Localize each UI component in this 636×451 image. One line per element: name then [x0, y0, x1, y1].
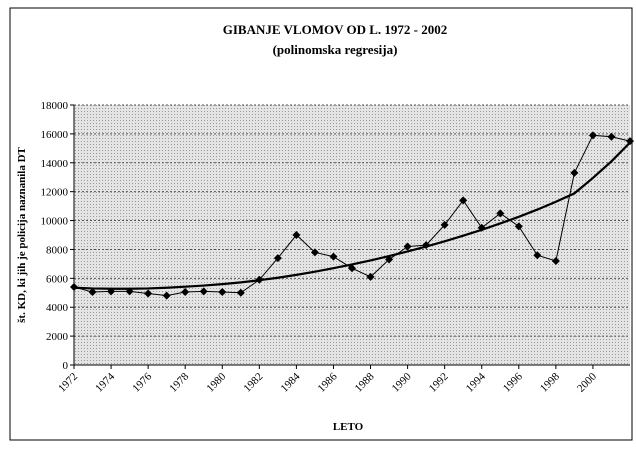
chart-title: GIBANJE VLOMOV OD L. 1972 - 2002	[223, 22, 448, 37]
marker	[181, 288, 190, 297]
marker	[533, 251, 542, 260]
y-tick-label: 8000	[46, 244, 69, 256]
y-tick-label: 14000	[41, 158, 69, 170]
x-axis-label: LETO	[333, 421, 364, 433]
marker	[551, 257, 560, 265]
marker	[273, 254, 282, 263]
marker	[236, 288, 245, 297]
marker	[366, 272, 375, 281]
y-tick-label: 0	[63, 360, 69, 372]
chart-subtitle: (polinomska regresija)	[273, 42, 398, 57]
marker	[588, 131, 597, 140]
y-tick-label: 2000	[46, 331, 69, 343]
marker	[218, 288, 227, 297]
marker	[514, 222, 523, 231]
marker	[144, 289, 153, 298]
marker	[329, 252, 338, 261]
marker	[403, 242, 412, 251]
marker	[162, 291, 171, 300]
marker	[310, 248, 319, 257]
marker	[440, 220, 449, 229]
marker	[348, 264, 356, 273]
marker	[385, 255, 394, 264]
y-tick-label: 18000	[41, 100, 69, 112]
y-tick-label: 6000	[46, 273, 69, 285]
y-tick-label: 12000	[41, 187, 69, 199]
marker	[607, 132, 616, 141]
marker	[199, 287, 208, 296]
trend-line	[73, 141, 631, 290]
y-tick-label: 4000	[46, 302, 69, 314]
y-tick-label: 10000	[41, 216, 69, 228]
marker	[292, 231, 301, 239]
marker	[459, 196, 468, 205]
marker	[570, 168, 579, 177]
marker	[88, 288, 97, 297]
marker	[496, 209, 505, 218]
plot-area	[74, 105, 630, 365]
marker	[70, 283, 78, 291]
y-tick-label: 16000	[41, 129, 69, 141]
y-axis-label: št. KD, ki jih je policija naznanila DT	[16, 146, 28, 322]
